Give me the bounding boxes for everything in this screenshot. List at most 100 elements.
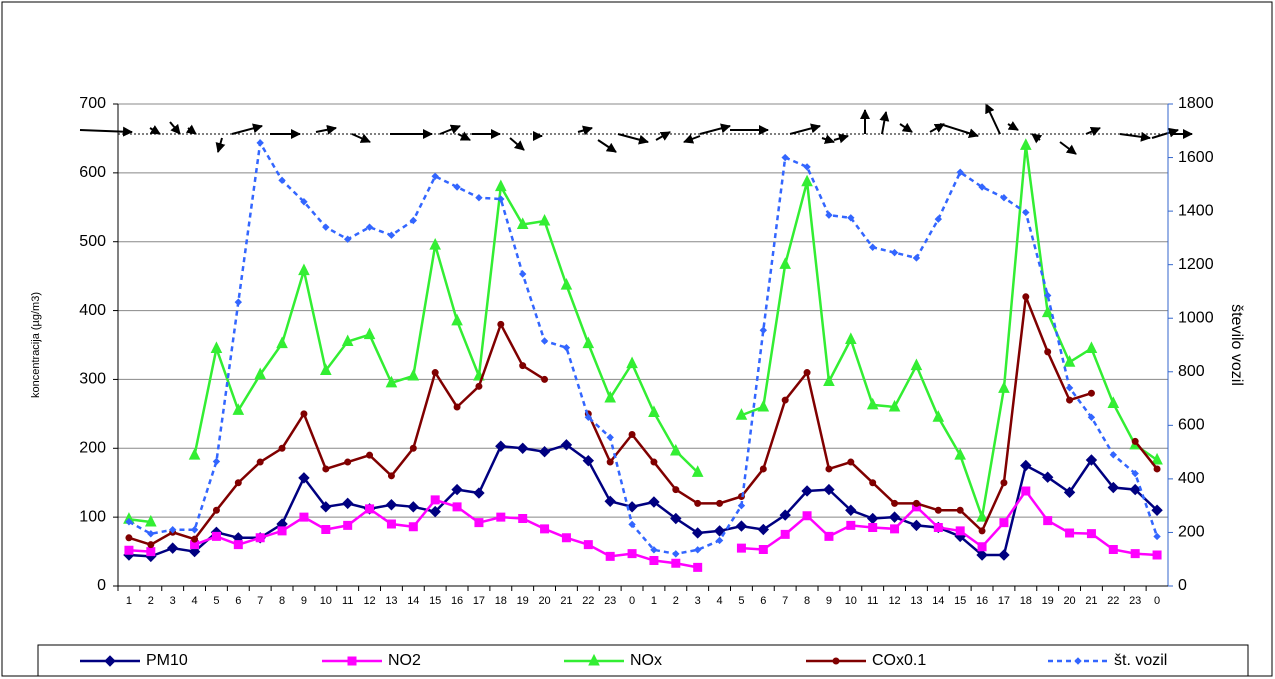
marker	[278, 176, 286, 185]
marker	[1020, 138, 1032, 150]
marker	[254, 367, 266, 380]
marker	[956, 506, 964, 514]
marker	[759, 465, 767, 473]
x-tick-label: 15	[954, 595, 966, 607]
x-tick-label: 12	[363, 595, 375, 607]
marker	[847, 458, 855, 466]
marker	[933, 522, 943, 532]
y-tick-label: 700	[79, 95, 106, 112]
marker	[341, 334, 354, 347]
marker	[801, 174, 813, 187]
marker	[408, 522, 418, 532]
marker	[802, 511, 812, 521]
marker	[672, 486, 680, 494]
marker	[735, 408, 748, 420]
marker	[1109, 451, 1118, 459]
legend-marker	[347, 656, 357, 666]
marker	[582, 454, 595, 467]
marker	[234, 479, 242, 487]
marker	[890, 524, 900, 534]
x-tick-label: 1	[126, 595, 132, 607]
marker	[691, 527, 704, 539]
marker	[540, 524, 550, 534]
marker	[431, 369, 439, 377]
marker	[1130, 549, 1140, 559]
x-tick-label: 18	[495, 595, 507, 607]
y2-tick-label: 1000	[1178, 309, 1214, 326]
marker	[166, 542, 179, 554]
x-tick-label: 21	[1085, 595, 1097, 607]
marker	[823, 374, 835, 386]
marker	[298, 472, 310, 484]
x-tick-label: 9	[826, 595, 832, 607]
marker	[452, 502, 462, 512]
marker	[779, 509, 791, 521]
marker	[1085, 454, 1098, 466]
x-tick-label: 6	[235, 595, 241, 607]
marker	[976, 549, 988, 561]
x-tick-label: 17	[998, 595, 1010, 607]
marker	[256, 458, 264, 466]
x-tick-label: 18	[1020, 595, 1032, 607]
marker	[626, 501, 638, 513]
marker	[473, 487, 485, 499]
marker	[912, 254, 921, 262]
y-tick-label: 400	[79, 302, 106, 319]
marker	[758, 545, 768, 555]
marker	[560, 277, 573, 290]
y-axis-label: koncentracija (µg/m3)	[30, 292, 42, 398]
marker	[475, 194, 483, 202]
x-tick-label: 15	[429, 595, 441, 607]
marker	[846, 520, 856, 530]
marker	[365, 223, 374, 231]
x-tick-label: 4	[192, 595, 198, 607]
legend-box	[37, 644, 1249, 677]
marker	[519, 362, 527, 370]
x-tick-label: 8	[804, 595, 810, 607]
x-tick-label: 21	[560, 595, 572, 607]
marker	[1087, 389, 1095, 397]
marker	[825, 211, 833, 219]
marker	[650, 546, 658, 554]
marker	[212, 506, 220, 514]
x-tick-label: 17	[473, 595, 485, 607]
marker	[582, 336, 595, 349]
x-tick-label: 6	[760, 595, 766, 607]
marker	[497, 195, 505, 203]
marker	[277, 526, 287, 536]
marker	[451, 313, 463, 326]
marker	[495, 440, 507, 452]
marker	[343, 520, 353, 530]
marker	[1063, 486, 1076, 499]
marker	[168, 526, 177, 534]
marker	[934, 215, 943, 223]
marker	[604, 495, 616, 508]
marker	[888, 399, 901, 412]
marker	[341, 497, 354, 510]
marker	[999, 518, 1009, 528]
marker	[407, 501, 420, 513]
marker	[1152, 550, 1162, 560]
marker	[365, 504, 375, 514]
marker	[1065, 384, 1074, 392]
x-tick-label: 0	[1154, 595, 1160, 607]
x-tick-label: 22	[1107, 595, 1119, 607]
x-tick-label: 13	[910, 595, 922, 607]
marker	[801, 485, 813, 497]
x-tick-label: 11	[867, 595, 878, 607]
marker	[429, 238, 441, 250]
marker	[1131, 437, 1139, 445]
marker	[1022, 293, 1030, 301]
marker	[998, 381, 1010, 393]
marker	[541, 375, 549, 383]
marker	[255, 533, 265, 543]
x-tick-label: 12	[888, 595, 900, 607]
marker	[825, 465, 833, 473]
marker	[474, 518, 484, 528]
marker	[781, 153, 789, 162]
marker	[628, 520, 636, 529]
x-tick-label: 5	[738, 595, 744, 607]
marker	[322, 465, 330, 473]
y2-tick-label: 0	[1178, 577, 1187, 594]
